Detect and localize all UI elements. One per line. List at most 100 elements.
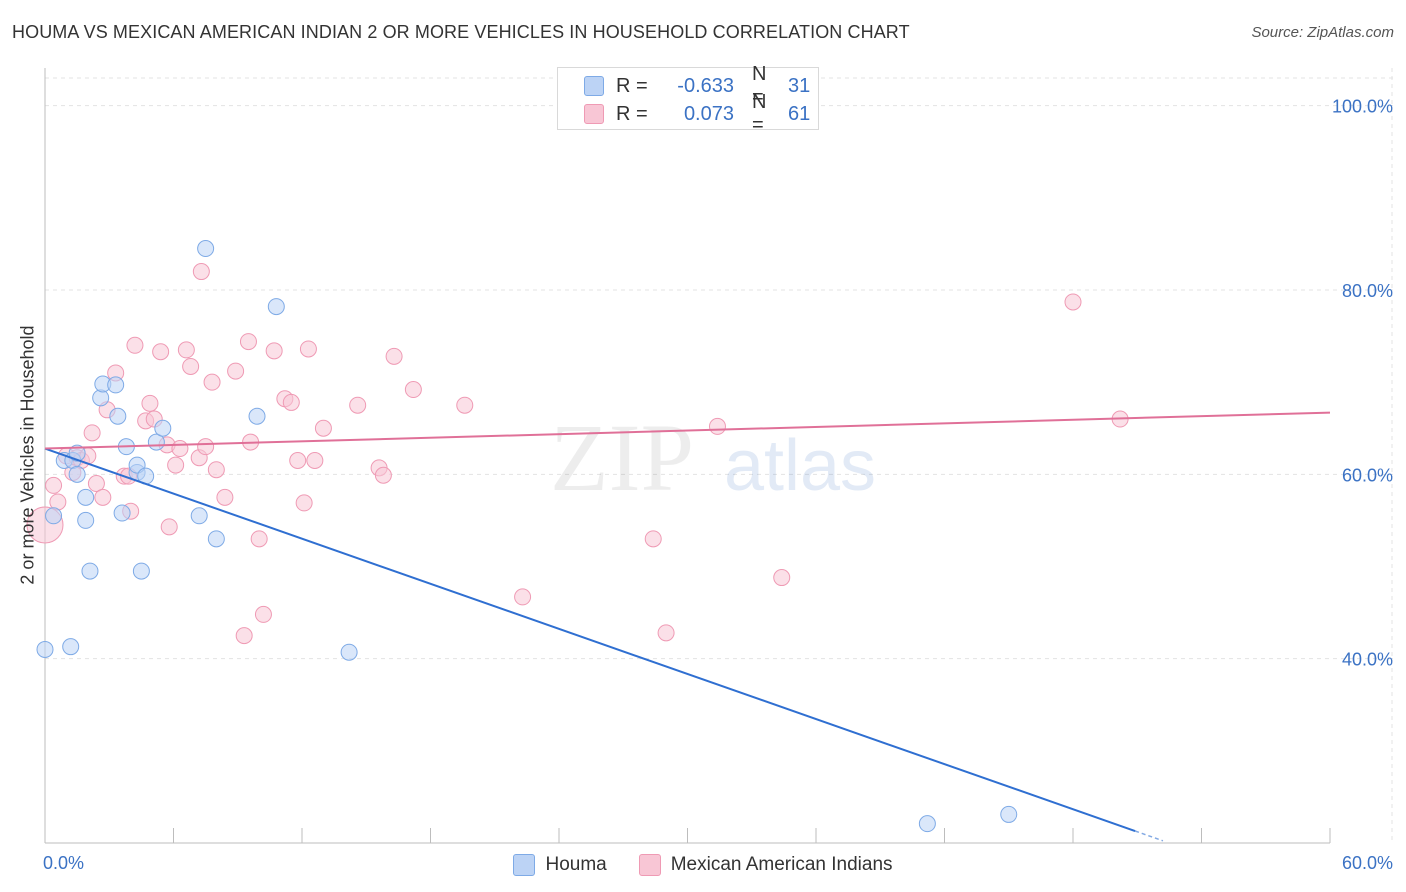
legend-item-houma[interactable]: Houma (513, 854, 607, 876)
mexican-point (152, 343, 170, 361)
y-tick-label: 60.0% (1342, 465, 1393, 485)
series-legend: Houma Mexican American Indians (0, 851, 1406, 879)
tick-labels: 40.0% 60.0% 80.0% 100.0% 0.0% 60.0% (43, 97, 1393, 873)
mexican-point (314, 419, 332, 437)
trend-lines (44, 411, 1331, 842)
mexican-legend-swatch (638, 854, 661, 876)
mexican-point (773, 569, 791, 587)
houma-point (81, 562, 99, 580)
mexican-trend-line (44, 411, 1331, 450)
x-tick-label: 0.0% (43, 853, 84, 873)
n-value: 31 (788, 74, 811, 97)
mexican-swatch (584, 104, 604, 124)
mexican-point (295, 494, 313, 512)
mexican-point (177, 341, 195, 359)
mexican-point (250, 530, 268, 548)
mexican-point (254, 605, 272, 623)
houma-point (107, 376, 125, 394)
stats-row-houma: R = -0.633 N = 31 (584, 63, 818, 108)
chart-title: HOUMA VS MEXICAN AMERICAN INDIAN 2 OR MO… (12, 22, 910, 42)
houma-swatch (584, 76, 604, 96)
series-houma (36, 240, 1018, 833)
mexican-point (160, 518, 178, 536)
mexican-point (456, 396, 474, 414)
mexican-point (306, 452, 324, 469)
mexican-point (182, 357, 200, 375)
mexican-point (514, 588, 532, 606)
mexican-point (644, 530, 662, 548)
mexican-point (141, 394, 159, 412)
houma-point (45, 507, 63, 525)
houma-point (918, 815, 936, 833)
stats-row-mexican: R = 0.073 N = 61 (584, 91, 818, 136)
mexican-point (239, 333, 257, 351)
n-value: 61 (788, 102, 811, 125)
mexican-point (207, 461, 225, 479)
houma-point (248, 407, 266, 425)
axes (44, 68, 1331, 844)
r-value: 0.073 (683, 102, 734, 125)
houma-point (68, 465, 86, 483)
houma-point (132, 562, 150, 580)
grid-lines (45, 68, 1395, 843)
houma-point (267, 298, 285, 316)
mexican-point (227, 362, 245, 380)
legend-item-mexican-american-indians[interactable]: Mexican American Indians (638, 854, 893, 876)
houma-point (109, 407, 127, 425)
mexican-point (83, 424, 101, 442)
mexican-point (94, 488, 112, 506)
mexican-point (385, 347, 403, 365)
houma-trend-extension (1134, 830, 1164, 842)
y-tick-label: 80.0% (1342, 281, 1393, 301)
mexican-point (289, 452, 307, 469)
mexican-point (203, 373, 221, 391)
houma-trend-line (44, 447, 1136, 832)
mexican-point (192, 263, 210, 281)
houma-point (77, 511, 95, 529)
watermark-atlas: atlas (724, 426, 876, 506)
houma-point (68, 444, 86, 462)
mexican-point (374, 466, 392, 484)
y-tick-label: 100.0% (1332, 97, 1393, 117)
mexican-point (235, 627, 253, 645)
r-label: R = (616, 102, 648, 125)
mexican-point (126, 336, 144, 354)
mexican-point (404, 381, 422, 399)
houma-point (113, 504, 131, 522)
houma-legend-swatch (513, 854, 536, 876)
stats-legend: R = -0.633 N = 31 R = 0.073 N = 61 (557, 63, 819, 136)
source-label: Source: ZipAtlas.com (1251, 24, 1394, 41)
mexican-point (216, 488, 234, 506)
houma-point (154, 419, 172, 437)
houma-point (62, 638, 80, 656)
mexican-point (299, 340, 317, 358)
mexican-point (349, 396, 367, 414)
houma-point (207, 530, 225, 548)
legend-label: Houma (545, 854, 607, 875)
y-tick-label: 40.0% (1342, 650, 1393, 670)
mexican-point (171, 440, 189, 458)
n-label: N = (752, 91, 767, 136)
houma-point (36, 640, 54, 658)
r-value: -0.633 (677, 74, 734, 97)
houma-point (197, 240, 215, 258)
mexican-point (197, 438, 215, 456)
houma-point (190, 507, 208, 525)
mexican-point (708, 417, 726, 435)
x-tick-label: 60.0% (1342, 853, 1393, 873)
mexican-point (265, 342, 283, 360)
mexican-point (657, 624, 675, 642)
r-label: R = (616, 74, 648, 97)
houma-point (1000, 805, 1018, 823)
watermark-zip: ZIP (550, 404, 694, 511)
y-axis-label: 2 or more Vehicles in Household (17, 325, 38, 585)
houma-point (77, 488, 95, 506)
mexican-point (1064, 293, 1082, 311)
mexican-point (167, 456, 185, 474)
houma-point (340, 643, 358, 661)
mexican-point (87, 475, 105, 493)
n-label: N = (752, 63, 767, 108)
mexican-point (282, 393, 300, 411)
legend-label: Mexican American Indians (670, 854, 893, 875)
